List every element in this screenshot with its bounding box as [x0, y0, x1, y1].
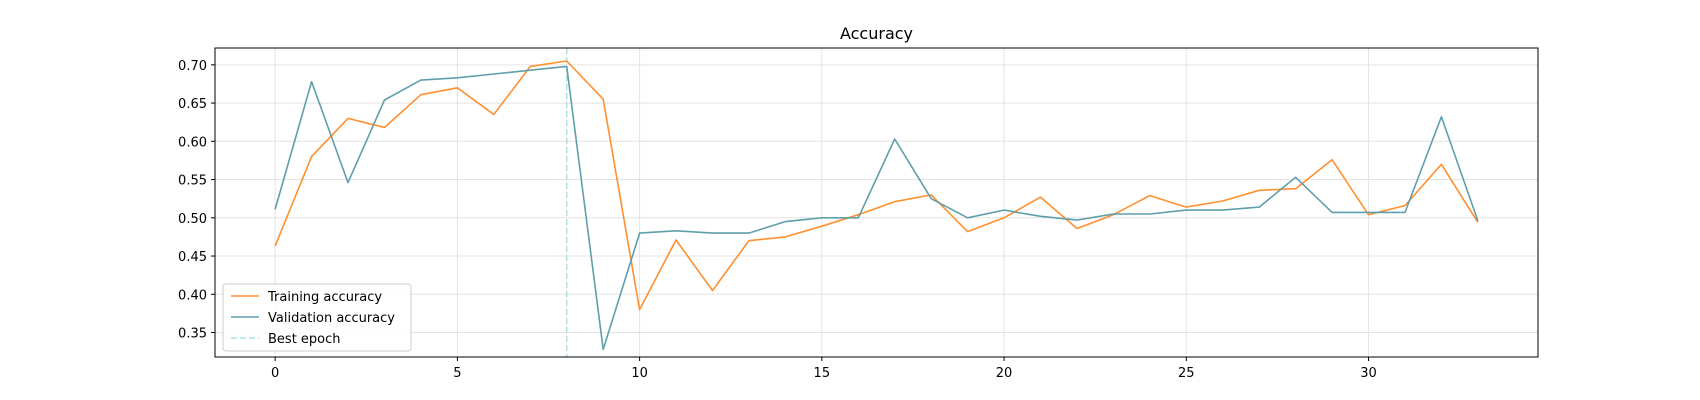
x-tick-label: 5	[453, 366, 461, 381]
series-line-training-accuracy	[274, 60, 1479, 311]
legend-label: Training accuracy	[267, 290, 382, 305]
y-tick-label: 0.45	[178, 250, 207, 265]
grid	[215, 48, 1538, 357]
legend-box	[222, 283, 412, 352]
y-tick-label: 0.35	[178, 327, 207, 342]
x-tick-label: 25	[1178, 366, 1195, 381]
x-tick-label: 10	[631, 366, 648, 381]
y-tick-label: 0.50	[178, 212, 207, 227]
y-tick-label: 0.60	[178, 135, 207, 150]
y-tick-label: 0.55	[178, 174, 207, 189]
series-line-validation-accuracy	[274, 65, 1479, 351]
legend-label: Validation accuracy	[268, 311, 395, 326]
x-tick-label: 20	[996, 366, 1013, 381]
legend-label: Best epoch	[268, 332, 341, 347]
y-tick-label: 0.70	[178, 59, 207, 74]
x-tick-label: 15	[814, 366, 831, 381]
chart-title: Accuracy	[840, 24, 913, 43]
plot-frame	[214, 47, 1539, 358]
legend: Training accuracy Validation accuracy Best…	[222, 283, 412, 352]
x-tick-label: 0	[271, 366, 279, 381]
y-tick-label: 0.40	[178, 288, 207, 303]
y-tick-label: 0.65	[178, 97, 207, 112]
y-axis: 0.35 0.40 0.45 0.50 0.55 0.60 0.65 0.70	[178, 59, 215, 342]
series-lines	[274, 60, 1479, 351]
x-axis: 0 5 10 15 20 25 30	[271, 357, 1377, 381]
x-tick-label: 30	[1360, 366, 1377, 381]
